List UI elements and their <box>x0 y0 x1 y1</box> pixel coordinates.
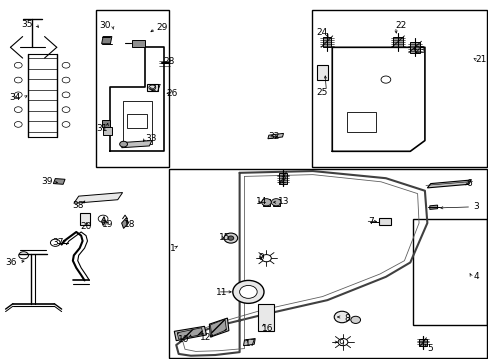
Polygon shape <box>263 199 269 206</box>
Bar <box>80 213 90 225</box>
Text: 16: 16 <box>262 324 273 333</box>
Circle shape <box>350 316 360 323</box>
Text: 32: 32 <box>267 132 279 141</box>
Text: 14: 14 <box>255 197 267 206</box>
Text: 7: 7 <box>367 217 373 226</box>
Polygon shape <box>74 193 122 203</box>
Text: 22: 22 <box>394 21 406 30</box>
Polygon shape <box>322 37 330 47</box>
Text: 21: 21 <box>474 55 486 64</box>
Text: 12: 12 <box>200 333 211 342</box>
Text: 35: 35 <box>22 19 33 28</box>
Circle shape <box>271 199 281 206</box>
Circle shape <box>227 236 233 240</box>
Polygon shape <box>53 179 65 184</box>
Text: 33: 33 <box>145 134 156 143</box>
Polygon shape <box>267 134 283 139</box>
Text: 4: 4 <box>472 272 478 281</box>
Polygon shape <box>122 140 152 148</box>
Circle shape <box>120 141 127 147</box>
Circle shape <box>239 285 257 298</box>
Bar <box>127 114 147 128</box>
Bar <box>378 218 390 225</box>
Polygon shape <box>392 37 402 47</box>
Polygon shape <box>122 218 128 228</box>
Circle shape <box>224 233 237 243</box>
Text: 38: 38 <box>72 201 83 210</box>
Text: 13: 13 <box>277 197 289 206</box>
Polygon shape <box>278 173 287 184</box>
Text: 20: 20 <box>80 222 92 231</box>
Text: 24: 24 <box>315 28 326 37</box>
Bar <box>346 112 375 132</box>
Circle shape <box>337 338 347 346</box>
Text: 9: 9 <box>258 253 264 262</box>
Bar <box>316 65 328 80</box>
Bar <box>311 10 487 167</box>
Text: 8: 8 <box>344 314 349 323</box>
Polygon shape <box>243 338 255 346</box>
Polygon shape <box>427 180 470 188</box>
Text: 15: 15 <box>219 233 230 242</box>
Circle shape <box>261 199 271 206</box>
Text: 2: 2 <box>280 176 286 185</box>
Text: 36: 36 <box>6 258 17 267</box>
Text: 29: 29 <box>156 23 167 32</box>
Polygon shape <box>210 319 226 336</box>
Polygon shape <box>429 205 437 210</box>
Text: 6: 6 <box>465 179 471 188</box>
Circle shape <box>333 311 349 323</box>
Text: 34: 34 <box>10 93 21 102</box>
Text: 28: 28 <box>163 57 174 66</box>
Text: 27: 27 <box>150 84 161 93</box>
Polygon shape <box>209 318 228 337</box>
Circle shape <box>261 255 271 262</box>
Polygon shape <box>103 127 112 135</box>
Circle shape <box>232 280 264 303</box>
Text: 30: 30 <box>100 21 111 30</box>
Text: 39: 39 <box>41 177 53 186</box>
Bar <box>96 10 168 167</box>
Text: 1: 1 <box>169 244 175 253</box>
Polygon shape <box>409 42 419 53</box>
Polygon shape <box>132 40 144 47</box>
Text: 18: 18 <box>124 220 135 229</box>
Polygon shape <box>174 326 206 341</box>
Text: 11: 11 <box>215 288 227 297</box>
Text: 9: 9 <box>338 339 343 348</box>
Text: 17: 17 <box>244 339 256 348</box>
Text: 5: 5 <box>426 344 432 353</box>
Text: 25: 25 <box>316 87 327 96</box>
Text: 31: 31 <box>96 123 107 132</box>
Polygon shape <box>102 120 110 127</box>
Polygon shape <box>272 199 279 206</box>
Polygon shape <box>418 338 427 346</box>
Text: 10: 10 <box>178 335 189 344</box>
Text: 26: 26 <box>166 89 178 98</box>
Bar <box>168 169 487 357</box>
Bar <box>258 304 273 331</box>
Polygon shape <box>102 217 105 226</box>
Text: 37: 37 <box>52 238 64 247</box>
Text: 19: 19 <box>102 220 114 229</box>
Polygon shape <box>102 37 112 44</box>
Text: 23: 23 <box>413 46 425 55</box>
Text: 3: 3 <box>472 202 478 211</box>
Bar <box>412 220 487 325</box>
Polygon shape <box>177 328 203 339</box>
Bar <box>147 84 158 91</box>
